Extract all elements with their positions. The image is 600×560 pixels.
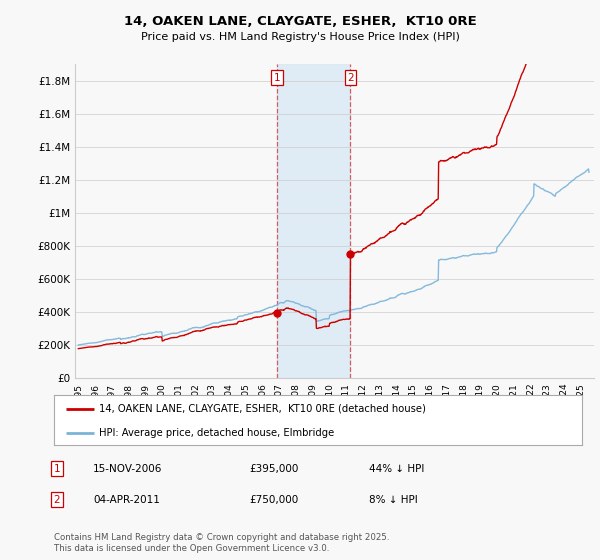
Text: 44% ↓ HPI: 44% ↓ HPI xyxy=(369,464,424,474)
Text: 14, OAKEN LANE, CLAYGATE, ESHER,  KT10 0RE (detached house): 14, OAKEN LANE, CLAYGATE, ESHER, KT10 0R… xyxy=(99,404,426,414)
Text: Price paid vs. HM Land Registry's House Price Index (HPI): Price paid vs. HM Land Registry's House … xyxy=(140,32,460,42)
Text: £395,000: £395,000 xyxy=(249,464,298,474)
Text: Contains HM Land Registry data © Crown copyright and database right 2025.
This d: Contains HM Land Registry data © Crown c… xyxy=(54,533,389,553)
Text: £750,000: £750,000 xyxy=(249,494,298,505)
Bar xyxy=(277,64,350,378)
Text: 1: 1 xyxy=(53,464,61,474)
Text: 8% ↓ HPI: 8% ↓ HPI xyxy=(369,494,418,505)
Text: 2: 2 xyxy=(53,494,61,505)
Text: 04-APR-2011: 04-APR-2011 xyxy=(93,494,160,505)
Text: 15-NOV-2006: 15-NOV-2006 xyxy=(93,464,163,474)
Text: 14, OAKEN LANE, CLAYGATE, ESHER,  KT10 0RE: 14, OAKEN LANE, CLAYGATE, ESHER, KT10 0R… xyxy=(124,15,476,28)
Text: 1: 1 xyxy=(274,73,281,83)
Text: 2: 2 xyxy=(347,73,354,83)
Text: HPI: Average price, detached house, Elmbridge: HPI: Average price, detached house, Elmb… xyxy=(99,428,334,437)
